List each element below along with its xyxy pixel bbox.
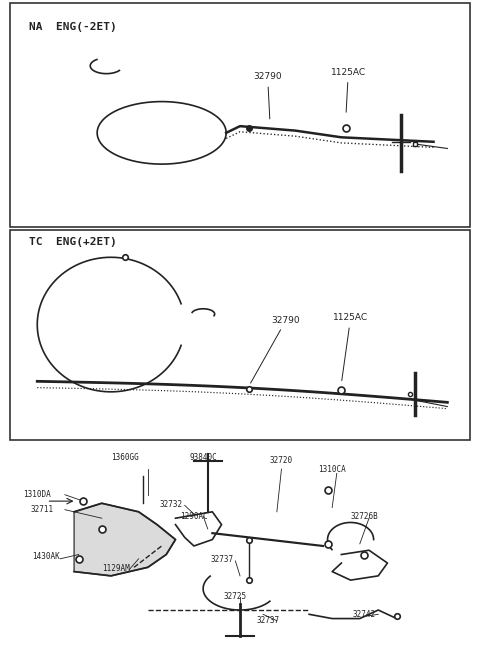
Text: 32790: 32790 — [251, 315, 300, 383]
Text: 32726B: 32726B — [350, 512, 378, 520]
Text: 1430AK: 1430AK — [33, 552, 60, 561]
Text: 1125AC: 1125AC — [331, 68, 366, 112]
Text: 93840C: 93840C — [189, 453, 217, 462]
Bar — [10, 230, 470, 440]
Text: 32732: 32732 — [159, 500, 182, 509]
Text: 1129AM: 1129AM — [102, 564, 130, 573]
Text: 1125AC: 1125AC — [333, 313, 368, 380]
Text: 32790: 32790 — [253, 72, 282, 119]
Text: 32725: 32725 — [224, 592, 247, 600]
Text: NA  ENG(-2ET): NA ENG(-2ET) — [29, 22, 117, 32]
Text: 1310DA: 1310DA — [24, 490, 51, 499]
Text: 32720: 32720 — [270, 456, 293, 465]
Text: 32742: 32742 — [353, 610, 376, 619]
Text: 32737: 32737 — [210, 555, 233, 564]
Text: 32737: 32737 — [256, 616, 279, 625]
Bar — [10, 3, 470, 227]
Text: 1290AC: 1290AC — [180, 512, 208, 520]
Text: 32711: 32711 — [30, 505, 53, 514]
Polygon shape — [74, 503, 176, 576]
Text: 1310CA: 1310CA — [318, 464, 346, 474]
Text: TC  ENG(+2ET): TC ENG(+2ET) — [29, 237, 117, 246]
Text: 1360GG: 1360GG — [111, 453, 139, 462]
